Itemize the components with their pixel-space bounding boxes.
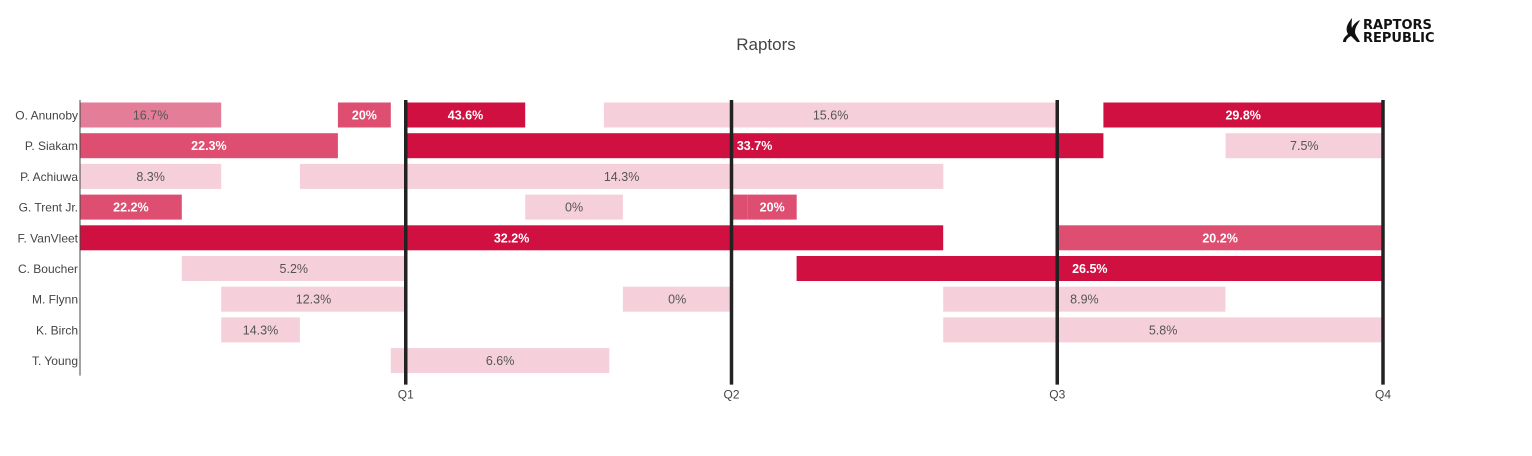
- stint-bar-g-trent-jr-12: [731, 194, 748, 220]
- stint-bar-m-flynn-20: [943, 286, 1226, 312]
- stint-bar-p-siakam-5: [80, 133, 338, 159]
- stint-bar-m-flynn-19: [622, 286, 732, 312]
- stint-label-o-anunoby-1: 20%: [352, 109, 377, 123]
- svg-text:REPUBLIC: REPUBLIC: [1363, 31, 1435, 46]
- claw-icon: [1343, 18, 1360, 42]
- stint-label-k-birch-22: 5.8%: [1149, 323, 1178, 337]
- stint-label-f-vanvleet-15: 20.2%: [1202, 231, 1237, 245]
- stint-label-c-boucher-16: 5.2%: [280, 262, 309, 276]
- stint-label-o-anunoby-2: 43.6%: [448, 109, 483, 123]
- player-label-m-flynn: M. Flynn: [32, 293, 78, 307]
- stint-label-p-achiuwa-8: 8.3%: [136, 170, 165, 184]
- stint-bar-o-anunoby-2: [405, 102, 526, 128]
- player-label-o-anunoby: O. Anunoby: [15, 109, 78, 123]
- stint-label-p-achiuwa-9: 14.3%: [604, 170, 639, 184]
- stint-bar-o-anunoby-3: [603, 102, 1058, 128]
- stint-label-k-birch-21: 14.3%: [243, 323, 278, 337]
- x-tick-q4: Q4: [1375, 388, 1391, 402]
- raptors-republic-logo: RAPTORS REPUBLIC: [1343, 18, 1435, 46]
- stint-label-g-trent-jr-11: 0%: [565, 201, 583, 215]
- stint-bar-c-boucher-17: [796, 256, 1383, 281]
- stint-bar-k-birch-21: [221, 317, 300, 343]
- x-tick-q1: Q1: [398, 388, 414, 402]
- stint-bar-g-trent-jr-13: [747, 194, 797, 220]
- stint-label-m-flynn-18: 12.3%: [296, 293, 331, 307]
- stint-bar-m-flynn-18: [221, 286, 406, 312]
- player-label-t-young: T. Young: [32, 354, 78, 368]
- stint-bar-g-trent-jr-11: [525, 194, 623, 220]
- svg-text:RAPTORS: RAPTORS: [1363, 18, 1432, 33]
- stint-label-m-flynn-19: 0%: [668, 293, 686, 307]
- stint-bar-c-boucher-16: [181, 256, 406, 281]
- player-label-f-vanvleet: F. VanVleet: [18, 231, 79, 245]
- stint-bar-p-siakam-7: [1225, 133, 1383, 159]
- stint-label-o-anunoby-3: 15.6%: [813, 109, 848, 123]
- stint-label-c-boucher-17: 26.5%: [1072, 262, 1107, 276]
- stint-bar-o-anunoby-1: [337, 102, 391, 128]
- stint-bar-f-vanvleet-15: [1057, 225, 1384, 251]
- player-label-g-trent-jr: G. Trent Jr.: [19, 201, 78, 215]
- stint-bar-t-young-23: [390, 348, 610, 374]
- player-label-p-achiuwa: P. Achiuwa: [20, 170, 78, 184]
- stint-bar-g-trent-jr-10: [80, 194, 182, 220]
- stint-label-g-trent-jr-10: 22.2%: [113, 201, 148, 215]
- stint-label-f-vanvleet-14: 32.2%: [494, 231, 529, 245]
- quarter-axis: Q1 Q2 Q3 Q4: [398, 388, 1392, 402]
- stint-bar-k-birch-22: [943, 317, 1383, 343]
- stint-label-g-trent-jr-13: 20%: [760, 201, 785, 215]
- stint-bar-o-anunoby-0: [80, 102, 222, 128]
- player-label-p-siakam: P. Siakam: [25, 139, 78, 153]
- x-tick-q3: Q3: [1049, 388, 1065, 402]
- stint-label-m-flynn-20: 8.9%: [1070, 293, 1099, 307]
- player-label-k-birch: K. Birch: [36, 323, 78, 337]
- stint-label-p-siakam-7: 7.5%: [1290, 139, 1319, 153]
- player-axis: O. Anunoby P. Siakam P. Achiuwa G. Trent Jr…: [15, 100, 81, 376]
- stint-bar-f-vanvleet-14: [80, 225, 944, 251]
- stint-label-p-siakam-5: 22.3%: [191, 139, 226, 153]
- chart-title: Raptors: [736, 35, 796, 54]
- player-label-c-boucher: C. Boucher: [18, 262, 78, 276]
- stint-labels: 16.7% 20% 43.6% 15.6% 29.8% 22.3% 33.7% 7.5% 8.3…: [113, 109, 1318, 369]
- stint-label-o-anunoby-4: 29.8%: [1225, 109, 1260, 123]
- x-tick-q2: Q2: [723, 388, 739, 402]
- stint-bar-p-siakam-6: [405, 133, 1104, 159]
- stint-label-o-anunoby-0: 16.7%: [133, 109, 168, 123]
- quarter-divider-lines: [404, 100, 1385, 385]
- stint-label-t-young-23: 6.6%: [486, 354, 515, 368]
- stint-bar-p-achiuwa-8: [80, 163, 222, 189]
- stint-bar-o-anunoby-4: [1103, 102, 1383, 128]
- stint-label-p-siakam-6: 33.7%: [737, 139, 772, 153]
